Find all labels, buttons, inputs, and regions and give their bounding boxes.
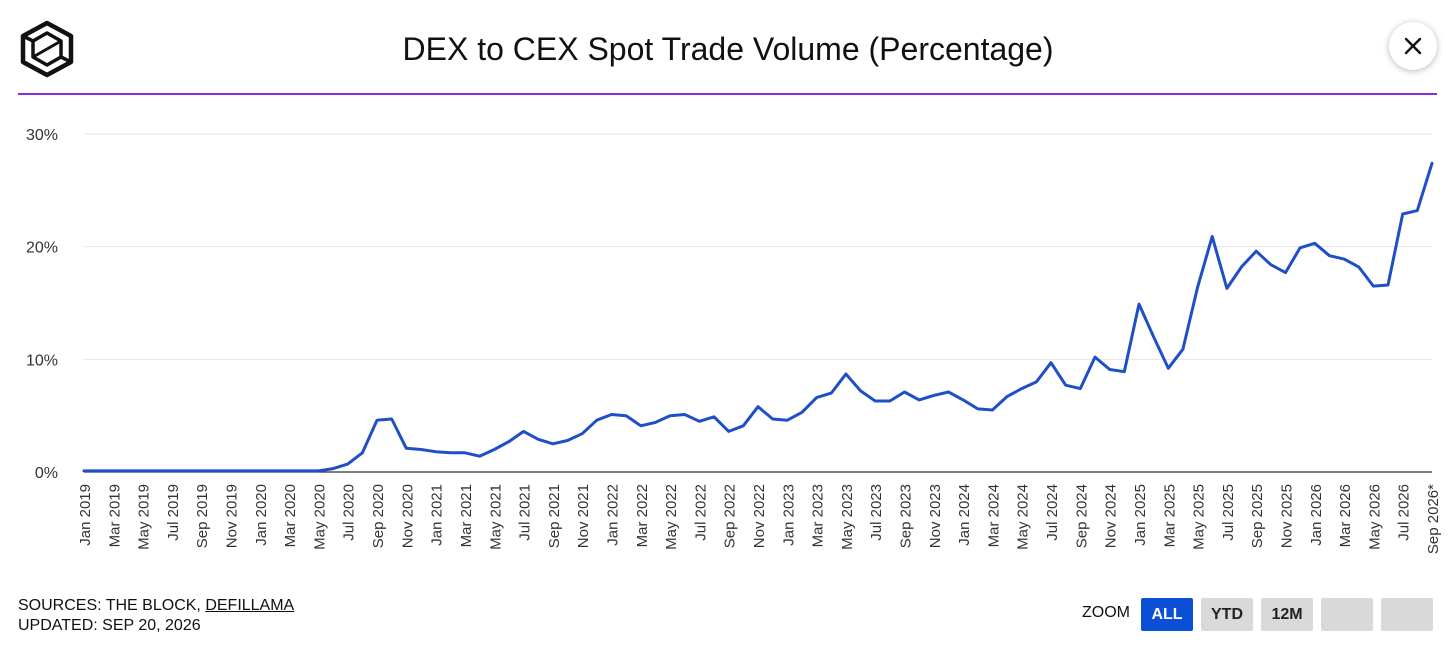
x-tick-label: Nov 2019 (224, 484, 241, 548)
x-tick-label: May 2019 (136, 484, 153, 550)
x-tick-label: Jul 2023 (868, 484, 885, 541)
chart-title: DEX to CEX Spot Trade Volume (Percentage… (402, 31, 1054, 67)
x-tick-label: May 2024 (1015, 484, 1032, 550)
close-button[interactable] (1389, 22, 1437, 70)
title-divider (18, 93, 1437, 95)
x-tick-label: Jan 2019 (77, 484, 94, 546)
x-tick-label: Mar 2026 (1337, 484, 1354, 547)
series-line (82, 161, 1434, 473)
zoom-label: ZOOM (1082, 604, 1130, 621)
x-tick-label: Jan 2026 (1308, 484, 1325, 546)
zoom-button-4[interactable] (1321, 598, 1373, 631)
x-tick-label: Jul 2024 (1044, 484, 1061, 541)
x-tick-label: May 2023 (839, 484, 856, 550)
series-layer (82, 161, 1434, 473)
x-tick-label: May 2026 (1366, 484, 1383, 550)
y-axis-tick-labels: 0% 10% 20% 30% (26, 127, 58, 482)
close-icon (1404, 37, 1422, 55)
x-tick-label: Jan 2025 (1132, 484, 1149, 546)
x-tick-label: Sep 2026* (1425, 484, 1442, 554)
x-tick-label: May 2020 (311, 484, 328, 550)
sources-label: SOURCES: THE BLOCK, (18, 597, 206, 614)
x-tick-label: Jul 2019 (165, 484, 182, 541)
x-tick-label: Mar 2025 (1161, 484, 1178, 547)
x-tick-label: Nov 2023 (927, 484, 944, 548)
x-tick-label: Mar 2021 (458, 484, 475, 547)
x-tick-label: Jan 2023 (780, 484, 797, 546)
grid-lines (84, 133, 1432, 473)
x-tick-label: Jul 2021 (517, 484, 534, 541)
x-tick-label: Mar 2022 (634, 484, 651, 547)
updated-date: UPDATED: SEP 20, 2026 (18, 617, 201, 634)
x-tick-label: Mar 2023 (810, 484, 827, 547)
y-tick-label: 20% (26, 240, 58, 257)
x-tick-label: Jan 2020 (253, 484, 270, 546)
x-tick-label: Mar 2020 (282, 484, 299, 547)
zoom-button-5[interactable] (1381, 598, 1433, 631)
x-tick-label: Jan 2022 (604, 484, 621, 546)
x-tick-label: May 2022 (663, 484, 680, 550)
x-tick-label: Nov 2021 (575, 484, 592, 548)
sources-link-defillama[interactable]: DEFILLAMA (205, 597, 295, 614)
y-tick-label: 30% (26, 127, 58, 144)
zoom-all-button[interactable]: ALL (1141, 598, 1193, 631)
x-tick-label: Sep 2020 (370, 484, 387, 548)
x-tick-label: Jul 2025 (1220, 484, 1237, 541)
x-tick-label: Jul 2020 (341, 484, 358, 541)
x-tick-label: Mar 2019 (106, 484, 123, 547)
x-tick-label: Nov 2024 (1103, 484, 1120, 548)
x-tick-label: Mar 2024 (985, 484, 1002, 547)
y-tick-label: 0% (35, 465, 58, 482)
x-tick-label: Jan 2021 (429, 484, 446, 546)
x-tick-label: Sep 2019 (194, 484, 211, 548)
chart-sources: SOURCES: THE BLOCK, DEFILLAMA UPDATED: S… (18, 596, 294, 636)
x-tick-label: May 2025 (1191, 484, 1208, 550)
x-tick-label: Nov 2025 (1278, 484, 1295, 548)
x-tick-label: Nov 2022 (751, 484, 768, 548)
x-tick-label: Jul 2026 (1396, 484, 1413, 541)
x-tick-label: May 2021 (487, 484, 504, 550)
x-tick-label: Sep 2021 (546, 484, 563, 548)
x-tick-label: Sep 2024 (1073, 484, 1090, 548)
x-tick-label: Nov 2020 (399, 484, 416, 548)
x-tick-label: Sep 2022 (722, 484, 739, 548)
x-axis-tick-labels: Jan 2019 Mar 2019 May 2019 Jul 2019 Sep 2019… (77, 484, 1442, 554)
x-tick-label: Jan 2024 (956, 484, 973, 546)
cube-logo-icon (20, 20, 74, 78)
y-tick-label: 10% (26, 352, 58, 369)
x-tick-label: Jul 2022 (692, 484, 709, 541)
zoom-ytd-button[interactable]: YTD (1201, 598, 1253, 631)
x-tick-label: Sep 2025 (1249, 484, 1266, 548)
zoom-12m-button[interactable]: 12M (1261, 598, 1313, 631)
x-tick-label: Sep 2023 (898, 484, 915, 548)
